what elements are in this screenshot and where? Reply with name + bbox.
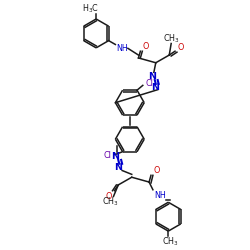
Text: CH$_3$: CH$_3$ — [162, 236, 179, 248]
Text: N: N — [114, 163, 122, 172]
Text: Cl: Cl — [146, 79, 154, 88]
Text: O: O — [178, 43, 184, 52]
Text: N: N — [112, 152, 120, 160]
Text: O: O — [106, 192, 112, 201]
Text: O: O — [142, 42, 148, 51]
Text: N: N — [151, 83, 159, 92]
Text: N: N — [148, 72, 156, 81]
Text: CH$_3$: CH$_3$ — [163, 32, 180, 45]
Text: H$_3$C: H$_3$C — [82, 2, 99, 15]
Text: CH$_3$: CH$_3$ — [102, 196, 119, 208]
Text: NH: NH — [154, 191, 166, 200]
Text: Cl: Cl — [103, 151, 111, 160]
Text: NH: NH — [116, 44, 128, 53]
Text: O: O — [154, 166, 160, 175]
